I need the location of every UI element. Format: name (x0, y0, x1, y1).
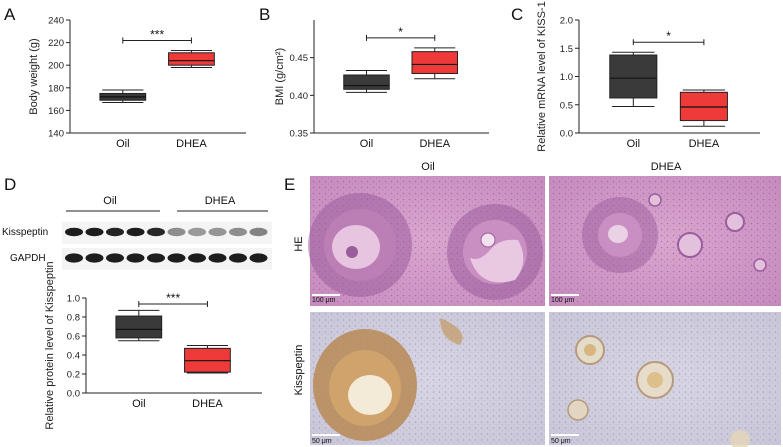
y-tick-label: 0.40 (290, 91, 309, 102)
y-axis-label: Relative protein level of Kisspeptin (44, 261, 56, 429)
panel-label-e: E (284, 175, 295, 194)
x-category-label: DHEA (419, 138, 450, 150)
x-category-label: DHEA (689, 138, 720, 150)
histology-row-he: HE (293, 236, 305, 251)
significance-stars: * (398, 25, 403, 39)
y-tick-label: 1.0 (560, 72, 573, 83)
panel-label-c: C (511, 5, 523, 24)
scale-bar-ihc-dhea (551, 434, 579, 436)
box-dhea (411, 51, 458, 74)
blot-band-gapdh (167, 253, 186, 263)
histology-col-oil: Oil (421, 161, 434, 173)
blot-band-kisspeptin (249, 227, 268, 237)
scale-label-ihc-dhea: 50 μm (551, 438, 571, 445)
blot-band-gapdh (188, 253, 206, 263)
blot-row-kisspeptin: Kisspeptin (2, 227, 48, 238)
panel-label-a: A (4, 5, 16, 24)
x-category-label: Oil (116, 138, 129, 150)
blot-band-gapdh (147, 253, 165, 263)
y-tick-label: 160 (48, 106, 64, 117)
y-tick-label: 180 (48, 83, 64, 94)
y-tick-label: 1.5 (560, 44, 573, 55)
box-oil (609, 54, 658, 99)
micrograph-ihc-oil: 50 μm (310, 312, 545, 445)
y-tick-label: 200 (48, 61, 64, 72)
significance-stars: *** (150, 28, 164, 42)
y-tick-label: 0.5 (560, 100, 573, 111)
box-dhea (168, 52, 215, 66)
y-axis-label: Body weight (g) (28, 38, 40, 114)
y-tick-label: 0.4 (67, 351, 80, 362)
blot-band-kisspeptin (147, 227, 165, 237)
histology-panel: Oil DHEA HE Kisspeptin 100 μm (293, 161, 781, 447)
blot-band-gapdh (106, 253, 124, 263)
blot-band-gapdh (65, 253, 83, 263)
y-tick-label: 0.45 (290, 53, 309, 64)
histology-col-dhea: DHEA (651, 161, 682, 173)
blot-lanes (62, 222, 272, 270)
y-tick-label: 2.0 (560, 16, 573, 27)
blot-band-gapdh (85, 253, 104, 263)
y-tick-label: 0.2 (67, 370, 80, 381)
micrograph-he-oil: 100 μm (308, 176, 545, 306)
blot-row-gapdh: GAPDH (10, 253, 46, 264)
blot-band-kisspeptin (106, 227, 124, 237)
blot-band-gapdh (126, 253, 145, 263)
blot-band-kisspeptin (167, 227, 186, 237)
scale-label-he-dhea: 100 μm (551, 297, 575, 304)
x-category-label: Oil (132, 398, 145, 410)
blot-membrane-kisspeptin (62, 222, 272, 244)
scale-label-ihc-oil: 50 μm (312, 438, 332, 445)
blot-band-kisspeptin (188, 227, 206, 237)
micrograph-he-dhea: 100 μm (549, 176, 781, 306)
y-tick-label: 0.0 (560, 129, 573, 140)
x-category-label: Oil (360, 138, 373, 150)
western-blot: Oil DHEA Kisspeptin GAPDH (2, 195, 272, 270)
blot-band-gapdh (229, 253, 247, 263)
chart-body-weight: 140 160 180 200 220 240 Body weight (g) Oil DHEA… (28, 16, 246, 150)
micrograph-ihc-dhea: 50 μm (549, 312, 781, 447)
histology-row-kisspeptin: Kisspeptin (293, 345, 305, 396)
blot-band-kisspeptin (126, 227, 145, 237)
y-tick-label: 0.8 (67, 313, 80, 324)
panel-label-d: D (4, 175, 16, 194)
blot-group-oil: Oil (103, 195, 116, 207)
scale-bar-he-dhea (551, 294, 579, 296)
blot-band-kisspeptin (208, 227, 227, 237)
y-tick-label: 0.0 (67, 389, 80, 400)
x-category-label: DHEA (176, 138, 207, 150)
x-category-label: Oil (627, 138, 640, 150)
scale-label-he-oil: 100 μm (312, 297, 336, 304)
blot-band-gapdh (208, 253, 227, 263)
box-oil (115, 315, 163, 339)
y-axis-label: BMI (g/cm²) (274, 48, 286, 105)
x-category-label: DHEA (192, 398, 223, 410)
scale-bar-ihc-oil (312, 434, 340, 436)
box-oil (343, 74, 390, 90)
y-tick-label: 240 (48, 16, 64, 27)
chart-kisspeptin-protein: 0.0 0.2 0.4 0.6 0.8 1.0 Relative protein level… (44, 261, 262, 430)
significance-stars: *** (166, 291, 180, 305)
y-axis-label: Relative mRNA level of KISS-1 (536, 1, 548, 151)
significance-stars: * (666, 29, 671, 43)
blot-group-dhea: DHEA (205, 195, 236, 207)
y-tick-label: 0.6 (67, 332, 80, 343)
blot-band-kisspeptin (85, 227, 104, 237)
blot-band-kisspeptin (229, 227, 247, 237)
chart-bmi: 0.35 0.40 0.45 BMI (g/cm²) Oil DHEA * (274, 20, 489, 150)
blot-band-gapdh (249, 253, 268, 263)
y-tick-label: 0.35 (290, 129, 309, 140)
y-tick-label: 140 (48, 129, 64, 140)
y-tick-label: 1.0 (67, 294, 80, 305)
blot-band-kisspeptin (65, 227, 83, 237)
y-tick-label: 220 (48, 38, 64, 49)
panel-label-b: B (259, 5, 270, 24)
chart-kiss1-mrna: 0.0 0.5 1.0 1.5 2.0 Relative mRNA level of KI… (536, 1, 760, 152)
scale-bar-he-oil (312, 294, 340, 296)
